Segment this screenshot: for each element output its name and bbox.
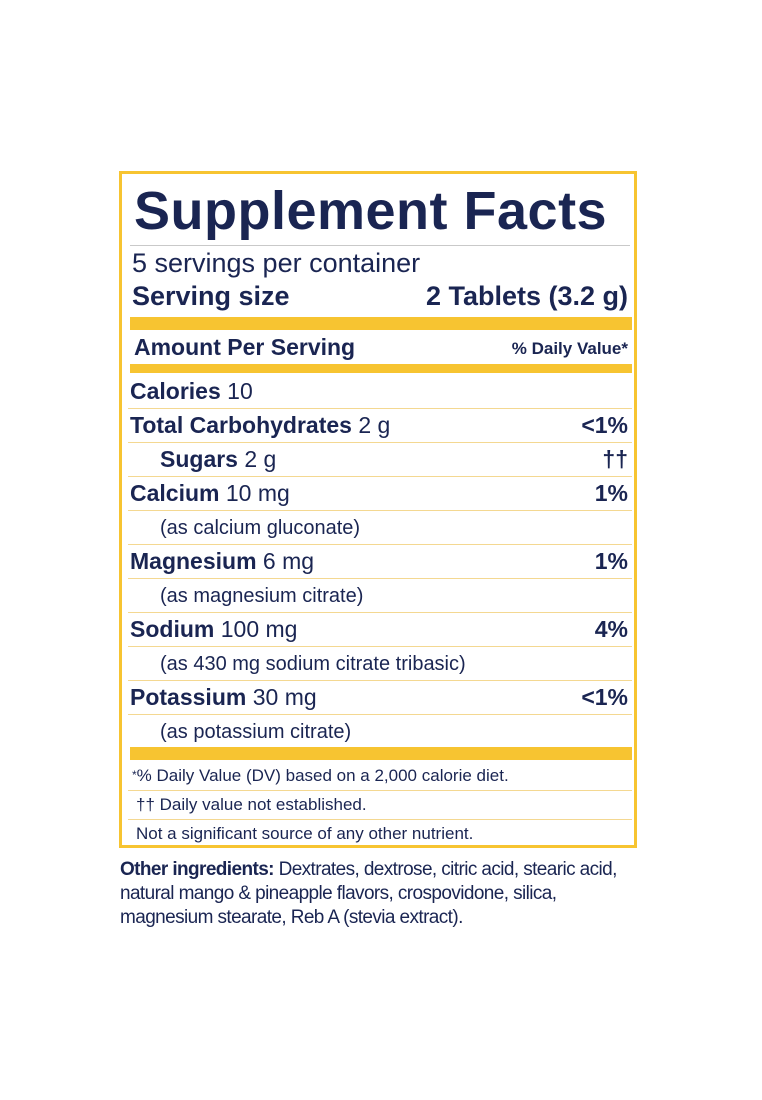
serving-size-label: Serving size xyxy=(132,281,290,311)
nutrient-row-potassium: Potassium 30 mg <1% xyxy=(128,681,632,715)
thick-divider-bottom xyxy=(130,747,632,760)
thick-divider-mid xyxy=(130,364,632,373)
nutrient-row-calcium: Calcium 10 mg 1% xyxy=(128,477,632,511)
nutrient-amount: 6 mg xyxy=(256,548,315,574)
footnote-not-established: †† Daily value not established. xyxy=(128,791,632,820)
nutrient-amount: 30 mg xyxy=(246,684,317,710)
thick-divider-top xyxy=(130,317,632,330)
nutrient-dv: <1% xyxy=(581,684,628,710)
other-ingredients-text: Dextrates, dextrose, citric acid, steari… xyxy=(120,859,617,928)
nutrient-name: Calcium xyxy=(130,480,220,506)
nutrient-amount: 10 mg xyxy=(219,480,290,506)
nutrient-amount: 100 mg xyxy=(214,616,298,642)
title-divider xyxy=(130,245,630,246)
nutrient-source-potassium: (as potassium citrate) xyxy=(128,715,632,749)
nutrient-row-calories: Calories 10 xyxy=(128,375,632,409)
nutrient-amount: 10 xyxy=(220,378,253,404)
nutrient-name: Sugars xyxy=(160,446,238,472)
nutrient-amount: 2 g xyxy=(237,446,277,472)
serving-size-value: 2 Tablets (3.2 g) xyxy=(425,281,628,311)
daily-value-header: % Daily Value* xyxy=(511,339,628,358)
nutrient-source-calcium: (as calcium gluconate) xyxy=(128,511,632,545)
nutrient-row-sodium: Sodium 100 mg 4% xyxy=(128,613,632,647)
footnote-dv-text: % Daily Value (DV) based on a 2,000 calo… xyxy=(136,766,509,785)
nutrient-source-magnesium: (as magnesium citrate) xyxy=(128,579,632,613)
footnote-not-significant: Not a significant source of any other nu… xyxy=(128,820,632,849)
nutrient-source-note: (as 430 mg sodium citrate tribasic) xyxy=(160,653,466,675)
footnote-not-established-text: †† Daily value not established. xyxy=(136,795,367,814)
nutrient-dv: <1% xyxy=(581,412,628,438)
footnote-not-significant-text: Not a significant source of any other nu… xyxy=(136,824,474,843)
nutrient-amount: 2 g xyxy=(351,412,391,438)
footnote-star: * xyxy=(132,768,137,782)
servings-per-container: 5 servings per container xyxy=(132,248,421,278)
nutrient-dv: †† xyxy=(602,446,628,472)
nutrient-name: Calories xyxy=(130,378,221,404)
nutrient-dv: 1% xyxy=(594,480,628,506)
nutrient-row-total-carbohydrates: Total Carbohydrates 2 g <1% xyxy=(128,409,632,443)
nutrient-source-note: (as calcium gluconate) xyxy=(160,517,361,539)
panel-title: Supplement Facts xyxy=(134,181,608,241)
nutrient-name: Magnesium xyxy=(130,548,257,574)
nutrient-dv: 1% xyxy=(594,548,628,574)
other-ingredients-label: Other ingredients: xyxy=(120,859,274,880)
nutrient-source-note: (as magnesium citrate) xyxy=(160,585,364,607)
nutrient-name: Potassium xyxy=(130,684,247,710)
other-ingredients: Other ingredients: Dextrates, dextrose, … xyxy=(120,858,640,930)
amount-per-serving-header: Amount Per Serving xyxy=(134,334,356,360)
nutrient-source-sodium: (as 430 mg sodium citrate tribasic) xyxy=(128,647,632,681)
serving-size: Serving size 2 Tablets (3.2 g) xyxy=(132,281,628,312)
nutrient-dv: 4% xyxy=(594,616,628,642)
footnote-daily-value: *% Daily Value (DV) based on a 2,000 cal… xyxy=(128,762,632,791)
nutrient-source-note: (as potassium citrate) xyxy=(160,721,352,743)
nutrient-row-sugars: Sugars 2 g †† xyxy=(128,443,632,477)
nutrient-row-magnesium: Magnesium 6 mg 1% xyxy=(128,545,632,579)
supplement-facts-panel: Supplement Facts 5 servings per containe… xyxy=(119,171,637,848)
nutrient-name: Total Carbohydrates xyxy=(130,412,352,438)
nutrient-name: Sodium xyxy=(130,616,215,642)
